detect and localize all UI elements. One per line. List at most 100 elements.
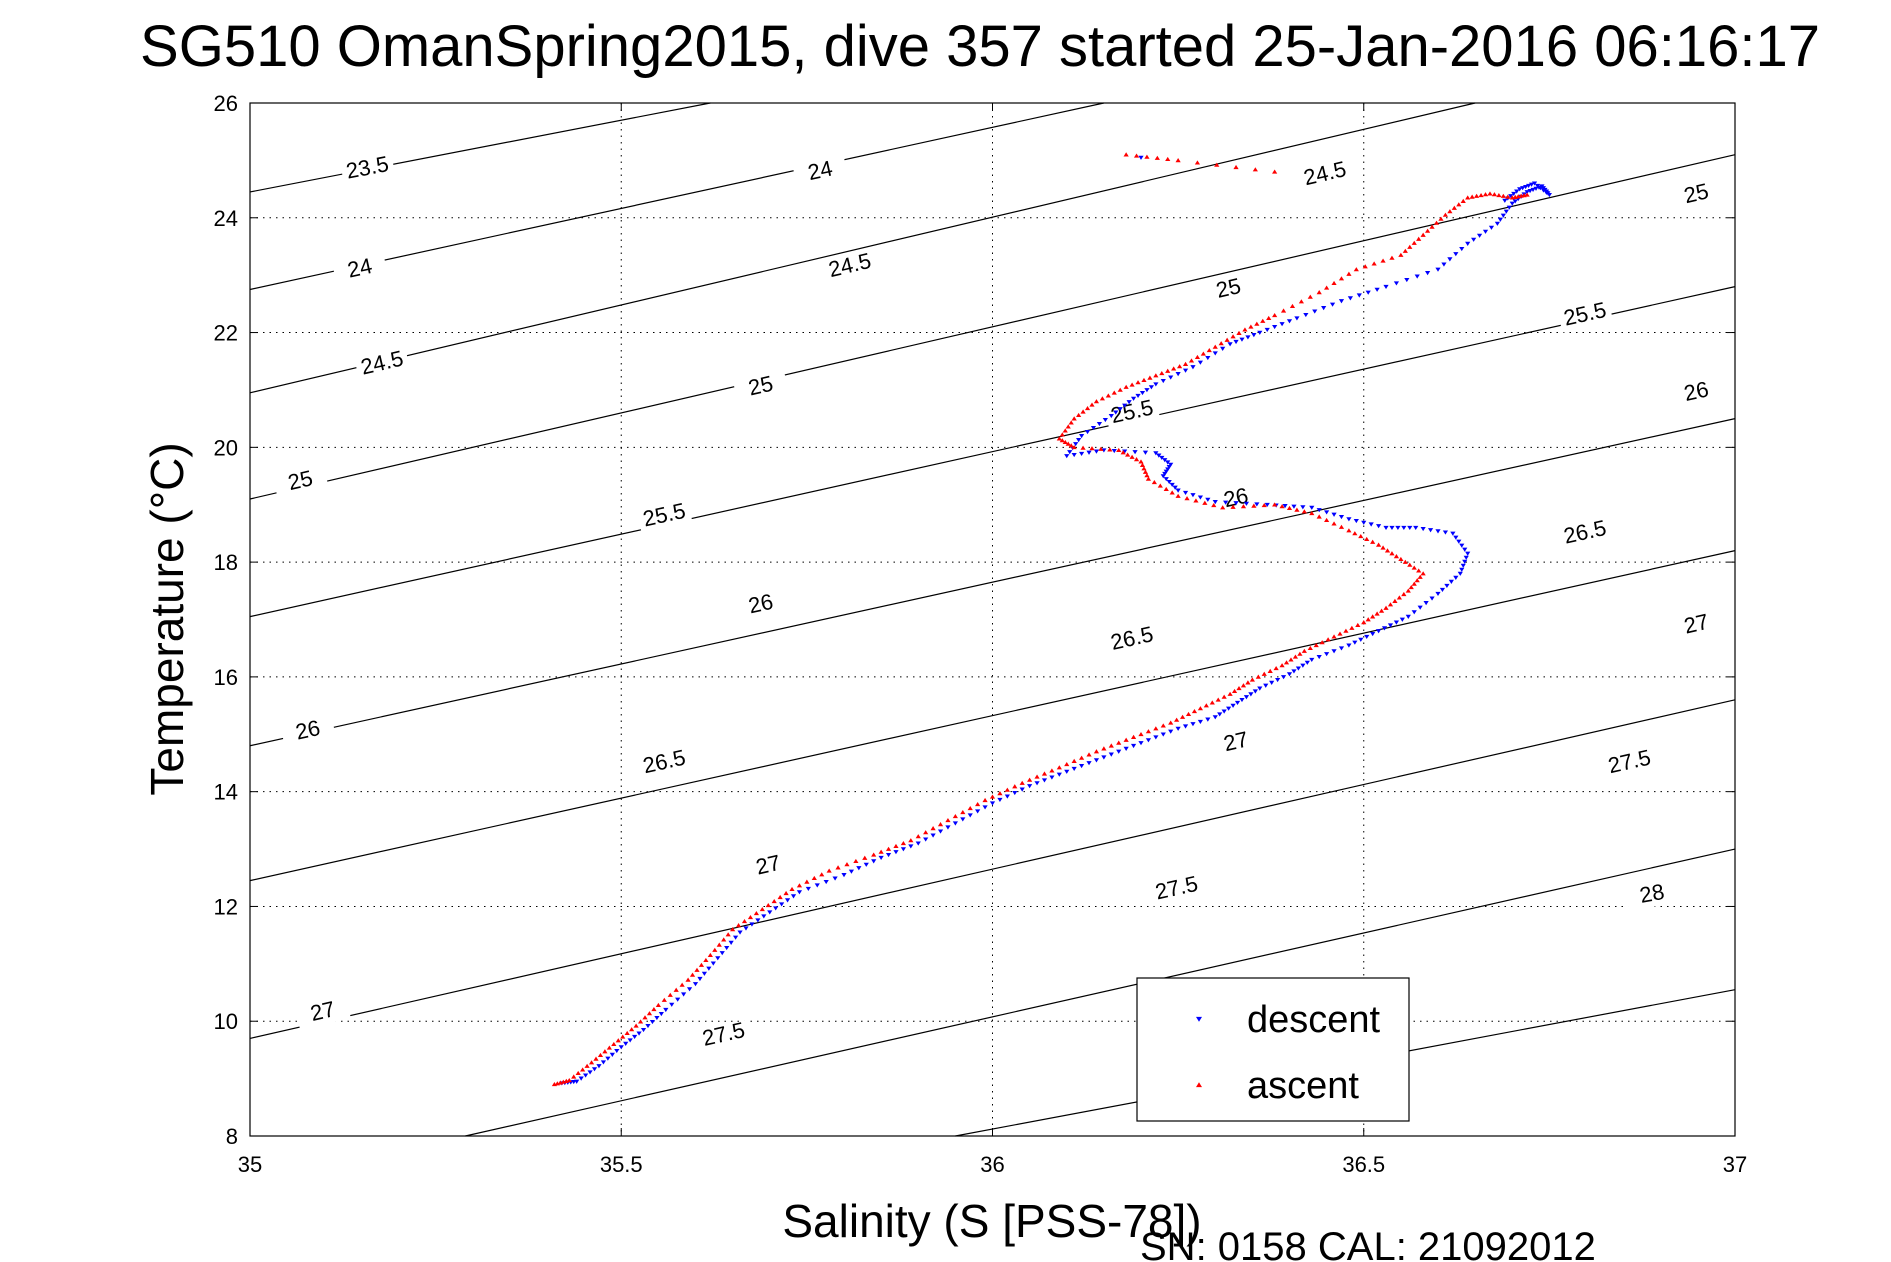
legend-box [1136,977,1410,1122]
ascent-point [771,898,777,904]
ascent-point [1402,559,1408,564]
descent-point [1527,188,1533,194]
ascent-point [1185,711,1192,717]
descent-point [632,1034,638,1040]
ascent-point [1401,591,1407,597]
descent-point [1073,442,1079,447]
ascent-point [1101,746,1107,751]
ascent-point [741,919,748,924]
descent-point [1395,525,1401,531]
legend-marker-descent [1196,1016,1202,1022]
ascent-point [1151,480,1157,485]
descent-point [1226,706,1232,711]
ascent-point [804,879,810,884]
isopycnal-label: 24 [345,253,374,283]
ascent-point [606,1045,612,1050]
ascent-point [588,1060,595,1065]
descent-point [790,894,797,899]
descent-point [1093,758,1100,763]
isopycnal-label-group: 27 [740,850,797,884]
isopycnal-27 [249,699,1736,1040]
descent-point [1460,563,1466,568]
ascent-point [1248,324,1254,329]
descent-point [574,1079,580,1084]
ascent-point [1056,765,1062,770]
ascent-point [765,902,771,908]
descent-point [1169,482,1175,487]
ascent-point [1105,393,1111,398]
descent-point [1393,620,1400,625]
ascent-point [1301,648,1307,653]
descent-point [627,1038,633,1043]
descent-point [1163,477,1169,482]
descent-point [1331,512,1337,517]
ascent-point [1331,521,1337,526]
descent-point [1079,764,1085,769]
isopycnal-label-bg [1104,624,1161,657]
ascent-point [1417,574,1423,579]
ascent-point [1505,194,1511,199]
descent-point [1153,382,1159,387]
descent-point [1239,337,1245,342]
descent-point [1019,787,1025,792]
ascent-point [1288,657,1294,662]
ascent-point [624,1030,630,1035]
ascent-point [1392,598,1398,603]
descent-point [1172,485,1178,490]
descent-point [1309,657,1315,663]
descent-point [1514,189,1520,194]
ascent-point [1393,554,1400,559]
isopycnal-label: 27 [308,996,337,1026]
descent-point [848,869,855,874]
x-axis-ticks: 35 35.5 36 36.5 37 [238,103,1747,1177]
descent-point [975,809,981,814]
ascent-point [1123,152,1129,157]
descent-point [1108,752,1114,757]
descent-point [1123,746,1129,751]
isopycnal-label-bg [792,156,849,190]
ascent-point [1084,405,1091,411]
descent-point [1356,293,1362,298]
ascent-point [1144,154,1150,159]
descent-point [1071,452,1077,458]
ascent-point [1116,740,1122,745]
ascent-point [1123,737,1129,742]
ascent-point [878,849,884,854]
ascent-point [1049,768,1055,773]
descent-point [900,847,906,852]
ascent-point [1279,504,1285,509]
ascent-point [689,972,696,977]
isopycnal-label-bg [1208,727,1265,761]
descent-point [1144,388,1150,393]
descent-point [587,1070,593,1075]
ascent-point [900,840,906,846]
descent-point [1502,198,1508,203]
ascent-point [1331,634,1337,639]
ascent-point [753,910,759,916]
descent-point [1190,365,1196,370]
isopycnal-label-bg [354,348,411,382]
descent-point [1523,184,1529,190]
ascent-point [1231,688,1238,694]
ascent-point [1056,436,1062,441]
isopycnal-label: 25 [1681,178,1710,208]
ascent-point [811,875,817,881]
descent-point [654,1015,660,1021]
descent-point [1321,306,1327,311]
descent-point [1404,277,1410,283]
ascent-point [893,843,899,849]
ascent-point [945,818,951,823]
descent-point [1197,360,1203,365]
y-tick-label: 14 [214,780,238,805]
ascent-point [1202,500,1208,505]
ascent-point [1353,267,1359,272]
ascent-point [637,1019,644,1024]
descent-point [805,886,811,891]
ascent-point [1407,244,1413,249]
descent-point [823,879,829,885]
y-tick-label: 22 [214,321,238,346]
ascent-point [1272,169,1278,174]
descent-point [1512,199,1518,204]
ascent-point [1316,290,1322,295]
ascent-point [1374,611,1380,616]
